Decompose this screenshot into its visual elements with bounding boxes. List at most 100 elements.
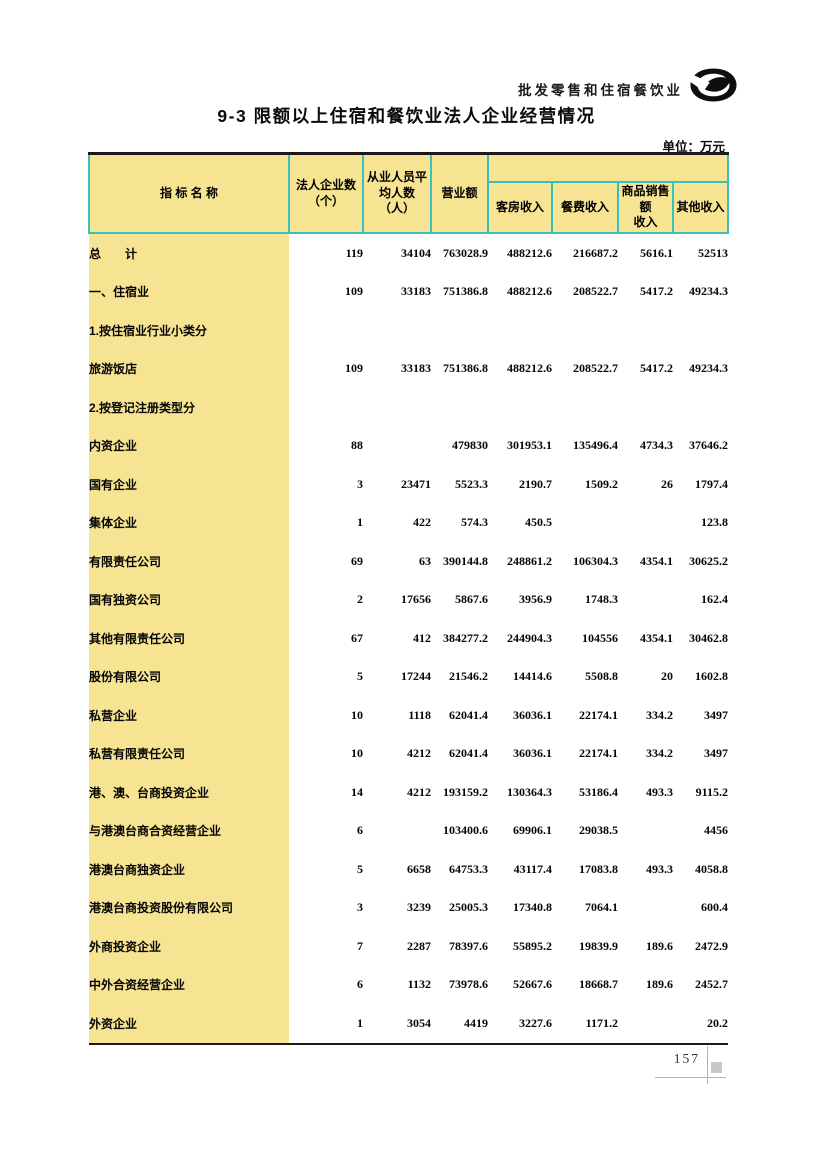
cell-value: 26 xyxy=(661,476,673,491)
cell-value: 43117.4 xyxy=(513,861,552,876)
cell-value: 21546.2 xyxy=(449,669,488,684)
cell-value: 109 xyxy=(345,284,363,299)
page-number: 157 xyxy=(673,1051,700,1066)
header-indicator-name: 指 标 名 称 xyxy=(88,152,290,234)
cell-value: 62041.4 xyxy=(449,707,488,722)
header-revenue-group xyxy=(487,152,729,183)
cell-value: 2472.9 xyxy=(695,938,728,953)
cell-value xyxy=(673,311,728,350)
cell-value: 29038.5 xyxy=(579,823,618,838)
table-row: 外商投资企业 7 2287 78397.6 55895.2 19839.9 189.6 247… xyxy=(89,927,728,966)
cell-value: 17340.8 xyxy=(513,900,552,915)
cell-value xyxy=(363,427,431,466)
cell-value: 69 xyxy=(351,553,363,568)
cell-value: 5508.8 xyxy=(585,669,618,684)
cell-value: 574.3 xyxy=(461,515,488,530)
cell-value: 22174.1 xyxy=(579,707,618,722)
cell-value: 384277.2 xyxy=(443,630,488,645)
cell-value: 412 xyxy=(413,630,431,645)
cell-value: 52513 xyxy=(698,245,728,260)
publisher-logo-icon xyxy=(690,68,737,102)
cell-value: 22174.1 xyxy=(579,746,618,761)
cell-value: 3239 xyxy=(407,900,431,915)
cell-value: 62041.4 xyxy=(449,746,488,761)
cell-value xyxy=(289,388,363,427)
cell-value: 3497 xyxy=(704,707,728,722)
row-label: 港澳台商投资股份有限公司 xyxy=(89,888,289,927)
row-label: 总 计 xyxy=(89,233,289,273)
cell-value: 751386.8 xyxy=(443,284,488,299)
row-label: 1.按住宿业行业小类分 xyxy=(89,311,289,350)
cell-value: 78397.6 xyxy=(449,938,488,953)
cell-value: 600.4 xyxy=(701,900,728,915)
cell-value: 4058.8 xyxy=(695,861,728,876)
cell-value: 49234.3 xyxy=(689,284,728,299)
cell-value: 208522.7 xyxy=(573,361,618,376)
cell-value: 162.4 xyxy=(701,592,728,607)
cell-value: 3054 xyxy=(407,1015,431,1030)
cell-value: 119 xyxy=(345,245,363,260)
table-row: 港澳台商独资企业 5 6658 64753.3 43117.4 17083.8 493.3 4… xyxy=(89,850,728,889)
cell-value: 189.6 xyxy=(646,938,673,953)
chapter-header: 批发零售和住宿餐饮业 xyxy=(518,68,737,102)
cell-value xyxy=(363,812,431,851)
cell-value: 49234.3 xyxy=(689,361,728,376)
table-row: 旅游饭店 109 33183 751386.8 488212.6 208522.7 5417… xyxy=(89,349,728,388)
cell-value xyxy=(363,311,431,350)
table-row: 私营有限责任公司 10 4212 62041.4 36036.1 22174.1 334.2… xyxy=(89,734,728,773)
cell-value: 14414.6 xyxy=(513,669,552,684)
cell-value: 4419 xyxy=(464,1015,488,1030)
cell-value: 193159.2 xyxy=(443,784,488,799)
header-turnover: 营业额 xyxy=(430,152,489,234)
cell-value: 73978.6 xyxy=(449,977,488,992)
table-row: 港、澳、台商投资企业 14 4212 193159.2 130364.3 53186.4 4… xyxy=(89,773,728,812)
row-label: 外商投资企业 xyxy=(89,927,289,966)
table-row: 与港澳台商合资经营企业 6 103400.6 69906.1 29038.5 4456 xyxy=(89,811,728,851)
cell-value: 6 xyxy=(357,977,363,992)
cell-value xyxy=(488,311,552,350)
cell-value: 390144.8 xyxy=(443,553,488,568)
cell-value: 4354.1 xyxy=(640,553,673,568)
cell-value: 2190.7 xyxy=(519,476,552,491)
cell-value: 25005.3 xyxy=(449,900,488,915)
cell-value: 34104 xyxy=(401,245,431,260)
cell-value xyxy=(552,504,618,543)
cell-value: 53186.4 xyxy=(579,784,618,799)
cell-value: 488212.6 xyxy=(507,361,552,376)
header-meal-revenue: 餐费收入 xyxy=(551,181,619,234)
header-legal-entity-count: 法人企业数 （个） xyxy=(288,152,364,234)
cell-value xyxy=(488,388,552,427)
cell-value: 244904.3 xyxy=(507,630,552,645)
table-row: 其他有限责任公司 67 412 384277.2 244904.3 104556 4354.… xyxy=(89,619,728,658)
cell-value: 4734.3 xyxy=(640,438,673,453)
table-row: 港澳台商投资股份有限公司 3 3239 25005.3 17340.8 7064.1 600… xyxy=(89,888,728,927)
cell-value: 5 xyxy=(357,861,363,876)
cell-value: 1132 xyxy=(407,977,431,992)
cell-value: 3 xyxy=(357,900,363,915)
cell-value: 6 xyxy=(357,823,363,838)
cell-value: 5417.2 xyxy=(640,361,673,376)
unit-note: 单位：万元 xyxy=(662,140,725,154)
header-other-revenue: 其他收入 xyxy=(672,181,729,234)
cell-value: 63 xyxy=(419,553,431,568)
table-row: 中外合资经营企业 6 1132 73978.6 52667.6 18668.7 189.6 2… xyxy=(89,965,728,1004)
cell-value: 488212.6 xyxy=(507,284,552,299)
cell-value: 9115.2 xyxy=(695,784,728,799)
cell-value: 1118 xyxy=(408,707,431,722)
cell-value xyxy=(673,388,728,427)
cell-value: 7064.1 xyxy=(585,900,618,915)
footer-horizontal-rule xyxy=(655,1077,726,1078)
cell-value: 69906.1 xyxy=(513,823,552,838)
cell-value xyxy=(618,581,673,620)
row-label: 内资企业 xyxy=(89,426,289,465)
row-label: 一、住宿业 xyxy=(89,272,289,311)
cell-value: 422 xyxy=(413,515,431,530)
cell-value: 52667.6 xyxy=(513,977,552,992)
statistics-table: 指 标 名 称 法人企业数 （个） 从业人员平 均人数（人） 营业额 客房收入 … xyxy=(88,152,729,1045)
row-label: 2.按登记注册类型分 xyxy=(89,388,289,427)
row-label: 国有独资公司 xyxy=(89,580,289,619)
cell-value: 36036.1 xyxy=(513,707,552,722)
cell-value: 33183 xyxy=(401,361,431,376)
cell-value: 88 xyxy=(351,438,363,453)
cell-value: 2452.7 xyxy=(695,977,728,992)
